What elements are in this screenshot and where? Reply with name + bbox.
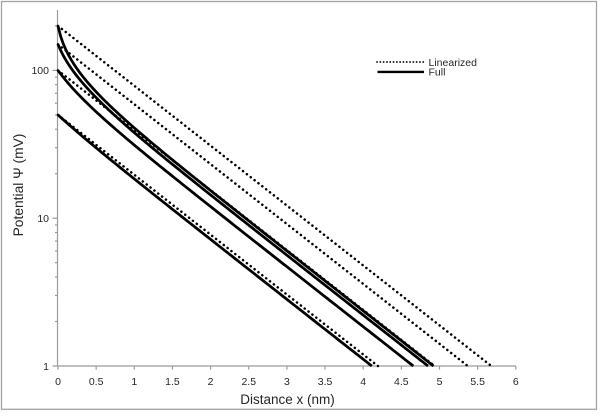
svg-text:1.5: 1.5: [165, 376, 180, 388]
svg-text:0: 0: [55, 376, 61, 388]
svg-text:0.5: 0.5: [89, 376, 104, 388]
svg-text:3.5: 3.5: [318, 376, 333, 388]
svg-text:5.5: 5.5: [470, 376, 485, 388]
svg-text:1: 1: [131, 376, 137, 388]
svg-text:100: 100: [31, 65, 49, 77]
svg-text:Linearized: Linearized: [429, 57, 478, 69]
svg-text:Distance x (nm): Distance x (nm): [240, 392, 335, 407]
svg-text:2: 2: [208, 376, 214, 388]
svg-text:2.5: 2.5: [241, 376, 256, 388]
svg-text:10: 10: [37, 213, 49, 225]
svg-text:3: 3: [284, 376, 290, 388]
svg-text:5: 5: [437, 376, 443, 388]
svg-text:Potential Ψ (mV): Potential Ψ (mV): [11, 134, 26, 237]
svg-text:Full: Full: [429, 67, 446, 79]
svg-text:4.5: 4.5: [394, 376, 409, 388]
svg-text:4: 4: [360, 376, 366, 388]
svg-text:1: 1: [43, 361, 49, 373]
svg-text:6: 6: [513, 376, 519, 388]
